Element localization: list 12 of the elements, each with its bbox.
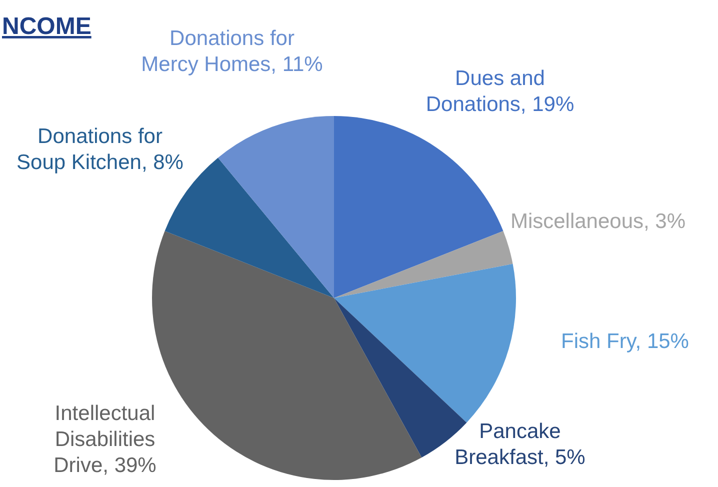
slice-label: Intellectual Disabilities Drive, 39% bbox=[54, 402, 156, 477]
pie-slice bbox=[334, 231, 513, 298]
slice-label: Miscellaneous, 3% bbox=[510, 210, 686, 233]
slice-label: Fish Fry, 15% bbox=[561, 330, 689, 353]
slice-label: Dues and Donations, 19% bbox=[426, 66, 574, 116]
pie-slice bbox=[334, 264, 516, 423]
slice-label: Pancake Breakfast, 5% bbox=[454, 420, 586, 469]
chart-title: NCOME bbox=[2, 13, 92, 40]
pie-slice bbox=[218, 116, 334, 298]
slice-label: Donations for Mercy Homes, 11% bbox=[141, 26, 323, 76]
slice-label: Donations for Soup Kitchen, 8% bbox=[16, 124, 184, 174]
pie-slice bbox=[334, 116, 504, 298]
